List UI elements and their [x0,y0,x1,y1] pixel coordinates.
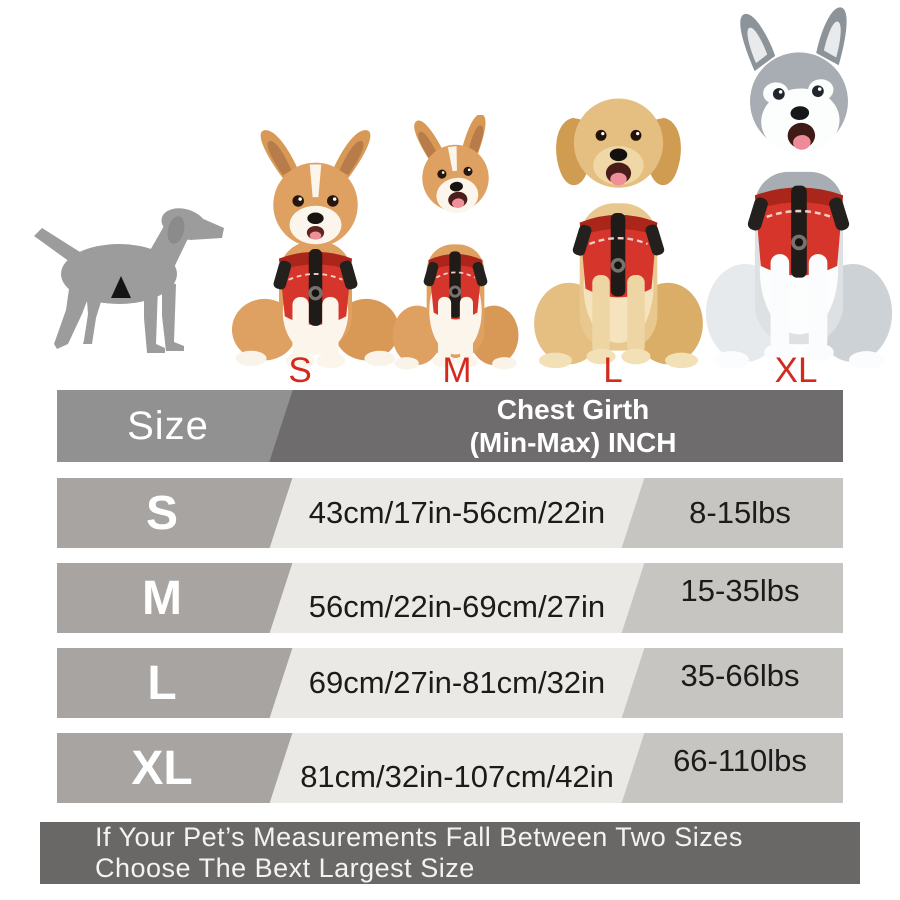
sizing-note-line2: Choose The Bext Largest Size [95,853,475,883]
sizing-note-banner: If Your Pet’s Measurements Fall Between … [40,822,860,884]
row-weight-value: 8-15lbs [689,495,791,530]
row-weight-value: 35-66lbs [680,658,800,693]
sizing-note-line1: If Your Pet’s Measurements Fall Between … [95,822,743,852]
row-girth-value: 81cm/32in-107cm/42in [300,759,614,794]
table-row-l: L 69cm/27in-81cm/32in 35-66lbs [57,648,843,718]
dog-silhouette-icon [24,194,229,366]
dog-photo-corgi [389,115,522,372]
table-row-m: M 56cm/22in-69cm/27in 15-35lbs [57,563,843,633]
row-size-label: XL [131,741,193,795]
row-girth-value: 43cm/17in-56cm/22in [308,495,606,530]
header-girth-line1: Chest Girth [496,394,650,425]
header-girth-label: Chest Girth (Min-Max) INCH [303,390,843,462]
header-size-label: Size [127,403,209,448]
dog-photo-golden-retriever [530,50,707,372]
size-marker-xl: XL [774,351,818,390]
row-girth-value: 56cm/22in-69cm/27in [308,589,606,624]
size-table-header: Size Chest Girth (Min-Max) INCH [57,390,843,462]
row-weight-value: 15-35lbs [680,573,800,608]
dog-photo-husky [702,7,894,374]
row-weight-value: 66-110lbs [673,743,807,778]
table-row-s: S 43cm/17in-56cm/22in 8-15lbs [57,478,843,548]
dog-photo-corgi-puppy [228,128,403,370]
row-size-label: L [147,656,177,710]
table-row-xl: XL 81cm/32in-107cm/42in 66-110lbs [57,733,843,803]
size-marker-l: L [603,351,623,390]
header-girth-line2: (Min-Max) INCH [469,427,677,458]
row-size-label: M [142,571,182,625]
row-size-label: S [145,486,178,540]
row-girth-value: 69cm/27in-81cm/32in [308,665,606,700]
girth-point-marker [111,276,131,298]
size-marker-m: M [442,351,472,390]
size-marker-s: S [288,351,312,390]
